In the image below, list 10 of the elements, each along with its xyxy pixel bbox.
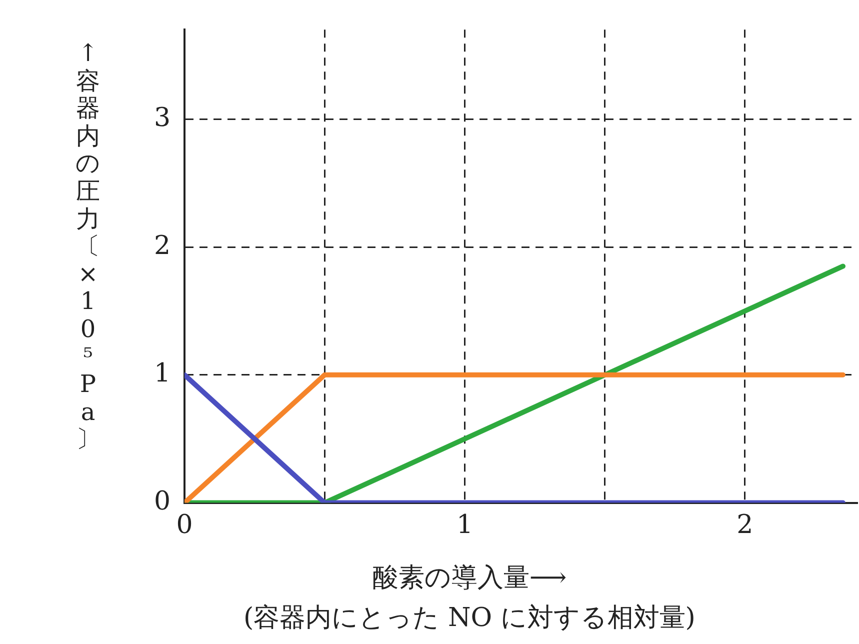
x-tick-label: 0 <box>176 510 193 540</box>
y-tick-label: 0 <box>154 486 171 517</box>
text: ↑容器内の圧力〔×10⁵ Pa〕 <box>76 39 100 454</box>
text: (容器内にとった NO に対する相対量) <box>242 602 696 635</box>
y-tick-label: 3 <box>154 102 171 133</box>
y-tick-label: 1 <box>154 358 171 389</box>
x-axis-title: 酸素の導入量⟶ <box>371 562 568 595</box>
x-tick-label: 2 <box>736 510 754 540</box>
x-tick-label: 1 <box>456 510 474 540</box>
y-tick-label: 2 <box>154 230 171 261</box>
